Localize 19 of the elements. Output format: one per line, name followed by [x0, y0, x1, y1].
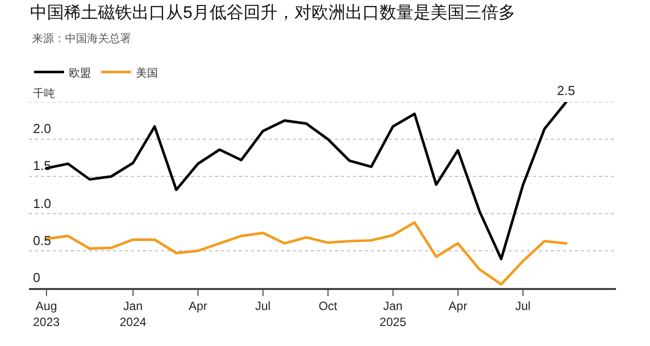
y-tick-label: 1.5: [33, 158, 52, 173]
legend-label: 欧盟: [69, 67, 91, 80]
y-tick-label: 1.0: [33, 196, 52, 211]
x-tick-label: Apr: [188, 299, 208, 314]
x-tick-label: Aug 2023: [32, 299, 60, 329]
source-note: 来源：中国海关总署: [32, 32, 131, 45]
y-tick-label: 2.0: [33, 121, 52, 136]
x-tick-label: Oct: [318, 299, 338, 314]
chart-title: 中国稀土磁铁出口从5月低谷回升，对欧洲出口数量是美国三倍多: [30, 2, 516, 22]
data-label: 2.5: [557, 83, 576, 98]
x-tick-label: Jul: [515, 299, 531, 314]
y-tick-label: 0.5: [33, 233, 52, 248]
x-tick-label: Jan 2025: [380, 299, 407, 329]
x-tick-label: Jan 2024: [120, 299, 147, 329]
y-tick-label: 0: [33, 270, 40, 285]
x-tick-label: Apr: [448, 299, 468, 314]
y-axis-title: 千吨: [33, 87, 55, 100]
legend-label: 美国: [136, 66, 158, 80]
x-tick-label: Jul: [255, 299, 271, 314]
